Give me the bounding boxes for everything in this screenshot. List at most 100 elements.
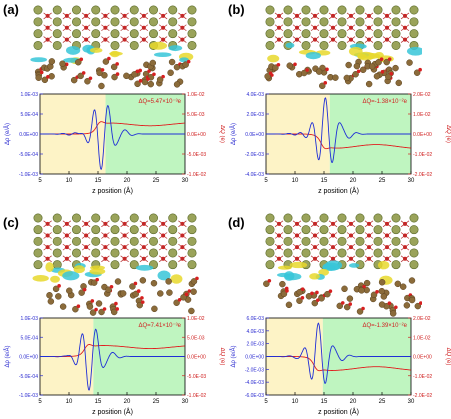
atom-brown — [280, 290, 288, 298]
atom-green — [52, 5, 62, 15]
charge-accumulation-blob — [267, 54, 280, 63]
left-tick-label: -6.0E-03 — [245, 393, 264, 399]
x-tick-label: 15 — [95, 399, 102, 405]
atom-brown — [358, 287, 365, 294]
right-tick-label: 0.0E+00 — [187, 132, 206, 138]
bond — [158, 24, 168, 32]
bond — [120, 24, 129, 32]
atom-brown — [48, 58, 56, 65]
x-tick-label: 5 — [264, 399, 268, 405]
atom-red — [380, 70, 385, 74]
atom-red — [340, 301, 345, 305]
bond — [346, 12, 356, 20]
atom-green — [391, 236, 401, 246]
atom-green — [110, 17, 120, 27]
atom-brown — [378, 279, 386, 286]
atom-green — [283, 236, 293, 246]
plot-d: 6.0E-03 4.0E-03 2.0E-03 0.0E+00 -2.0E-03 -4.0… — [230, 316, 451, 416]
y-right-axis-label: ΔQ (e) — [445, 348, 451, 366]
left-tick-label: -2.0E-03 — [245, 152, 264, 158]
atom-green — [265, 260, 275, 270]
atom-brown — [311, 299, 319, 307]
x-tick-label: 30 — [408, 178, 415, 184]
atom-brown — [413, 69, 421, 76]
atom-green — [301, 40, 311, 50]
bond — [328, 220, 338, 228]
atom-brown — [403, 302, 411, 309]
atom-brown — [136, 301, 144, 309]
bond — [62, 255, 72, 263]
y-left-axis-label: Δρ (e/Å) — [230, 123, 237, 145]
charge-accumulation-blob — [32, 275, 49, 282]
charge-accumulation-blob — [89, 268, 106, 275]
atom-red — [195, 276, 199, 281]
bond — [178, 232, 187, 239]
panel-letter-a: (a) — [3, 2, 19, 17]
atom-green — [337, 213, 347, 223]
atom-brown — [41, 76, 49, 84]
atom-brown — [286, 62, 293, 69]
atom-red — [300, 295, 305, 300]
atom-brown — [114, 278, 122, 285]
atom-green — [301, 248, 311, 258]
atom-green — [391, 225, 401, 235]
delta-q-curve — [40, 121, 185, 135]
left-tick-label: -4.0E-03 — [245, 380, 264, 386]
bond — [101, 12, 110, 20]
x-tick-label: 10 — [66, 178, 73, 184]
atom-brown — [399, 283, 407, 290]
x-tick-label: 5 — [38, 399, 42, 405]
charge-depletion-blob — [348, 263, 360, 268]
x-tick-label: 10 — [66, 399, 73, 405]
atom-brown — [359, 66, 367, 74]
bond — [43, 220, 52, 228]
atom-brown — [318, 295, 325, 302]
bond — [382, 12, 392, 20]
atom-green — [149, 225, 159, 235]
atom-red — [100, 68, 105, 72]
atom-brown — [352, 70, 359, 78]
atom-red — [102, 307, 107, 311]
atom-red — [82, 287, 87, 292]
atom-green — [149, 17, 159, 27]
atom-green — [129, 236, 139, 246]
delta-q-annotation: ΔQ=-1.39×10⁻²e — [362, 323, 407, 329]
atom-green — [265, 40, 275, 50]
atom-brown — [75, 58, 82, 66]
atom-green — [319, 225, 329, 235]
charge-accumulation-blob — [170, 274, 183, 284]
atom-red — [389, 71, 394, 76]
atom-brown — [110, 63, 118, 71]
atom-brown — [89, 309, 97, 316]
atom-red — [138, 79, 143, 83]
atom-green — [319, 248, 329, 258]
atom-brown — [363, 279, 371, 287]
charge-depletion-blob — [153, 52, 172, 58]
atom-brown — [173, 81, 181, 88]
atom-brown — [394, 280, 402, 288]
bond — [382, 243, 392, 251]
right-tick-label: 2.0E-02 — [413, 316, 431, 322]
atom-green — [129, 17, 139, 27]
atom-brown — [190, 278, 198, 285]
bond — [62, 243, 72, 251]
atom-green — [373, 5, 383, 15]
atom-brown — [406, 59, 413, 66]
atom-green — [149, 29, 159, 39]
atom-green — [391, 213, 401, 223]
atom-red — [348, 302, 353, 306]
right-tick-label: -2.0E-02 — [413, 172, 432, 178]
atom-brown — [370, 291, 378, 299]
bond — [178, 24, 187, 32]
atom-green — [265, 225, 275, 235]
atom-brown — [368, 63, 376, 70]
atom-red — [57, 284, 61, 288]
atom-green — [301, 29, 311, 39]
bond — [62, 24, 72, 32]
atom-green — [265, 29, 275, 39]
bond — [364, 24, 374, 32]
atom-brown — [173, 299, 180, 307]
bond — [81, 220, 91, 228]
delta-q-annotation: ΔQ=5.47×10⁻³e — [138, 99, 181, 105]
left-tick-label: 4.0E-03 — [246, 329, 264, 335]
